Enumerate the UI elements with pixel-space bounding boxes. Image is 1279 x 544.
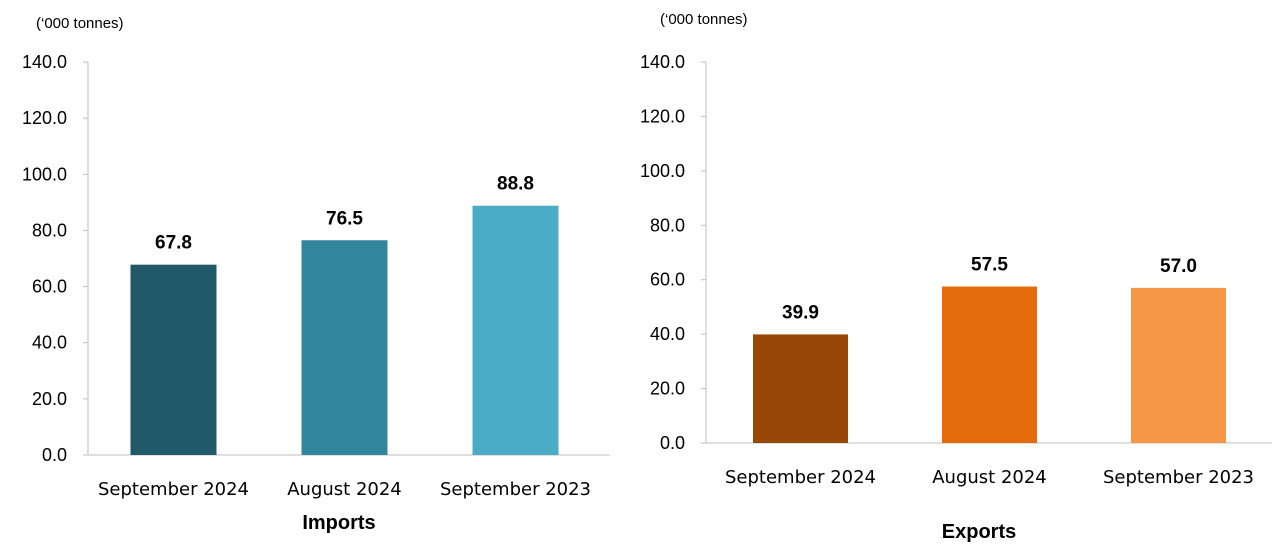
- x-tick-label: September 2024: [725, 467, 876, 488]
- x-tick-label: September 2023: [440, 479, 591, 500]
- y-tick-label: 140.0: [22, 52, 67, 72]
- chart-title: Imports: [302, 512, 375, 534]
- y-tick-label: 0.0: [42, 445, 67, 465]
- bar: [1131, 287, 1226, 443]
- bar: [301, 240, 388, 455]
- data-label: 57.5: [971, 255, 1008, 276]
- y-tick-label: 0.0: [660, 433, 685, 453]
- data-label: 76.5: [326, 208, 363, 229]
- y-tick-label: 60.0: [32, 277, 67, 297]
- chart-title: Exports: [942, 521, 1016, 543]
- y-tick-label: 80.0: [32, 220, 67, 240]
- y-tick-label: 100.0: [640, 161, 685, 181]
- y-tick-label: 140.0: [640, 52, 685, 72]
- y-tick-label: 100.0: [22, 164, 67, 184]
- x-tick-label: September 2024: [98, 479, 249, 500]
- bar: [472, 205, 559, 455]
- bar: [753, 334, 848, 443]
- x-tick-label: August 2024: [932, 467, 1047, 488]
- y-tick-label: 80.0: [650, 215, 685, 235]
- data-label: 67.8: [155, 233, 192, 254]
- y-tick-label: 20.0: [32, 389, 67, 409]
- data-label: 88.8: [497, 174, 534, 195]
- bar: [130, 264, 217, 455]
- data-label: 57.0: [1160, 256, 1197, 277]
- imports-chart: (‘000 tonnes) 0.0 20.0 40.0 60.0 80.0 100.0 120…: [22, 15, 610, 534]
- y-tick-label: 60.0: [650, 270, 685, 290]
- y-tick-label: 120.0: [640, 106, 685, 126]
- unit-label: (‘000 tonnes): [36, 15, 124, 32]
- y-tick-label: 40.0: [32, 333, 67, 353]
- unit-label: (‘000 tonnes): [660, 11, 748, 28]
- exports-chart: (‘000 tonnes) 0.0 20.0 40.0 60.0 80.0 100.0 120…: [640, 11, 1272, 543]
- x-tick-label: August 2024: [287, 479, 402, 500]
- x-tick-label: September 2023: [1103, 467, 1254, 488]
- y-tick-label: 40.0: [650, 324, 685, 344]
- data-label: 39.9: [782, 302, 819, 323]
- y-tick-label: 120.0: [22, 108, 67, 128]
- bar: [942, 286, 1037, 443]
- y-tick-label: 20.0: [650, 379, 685, 399]
